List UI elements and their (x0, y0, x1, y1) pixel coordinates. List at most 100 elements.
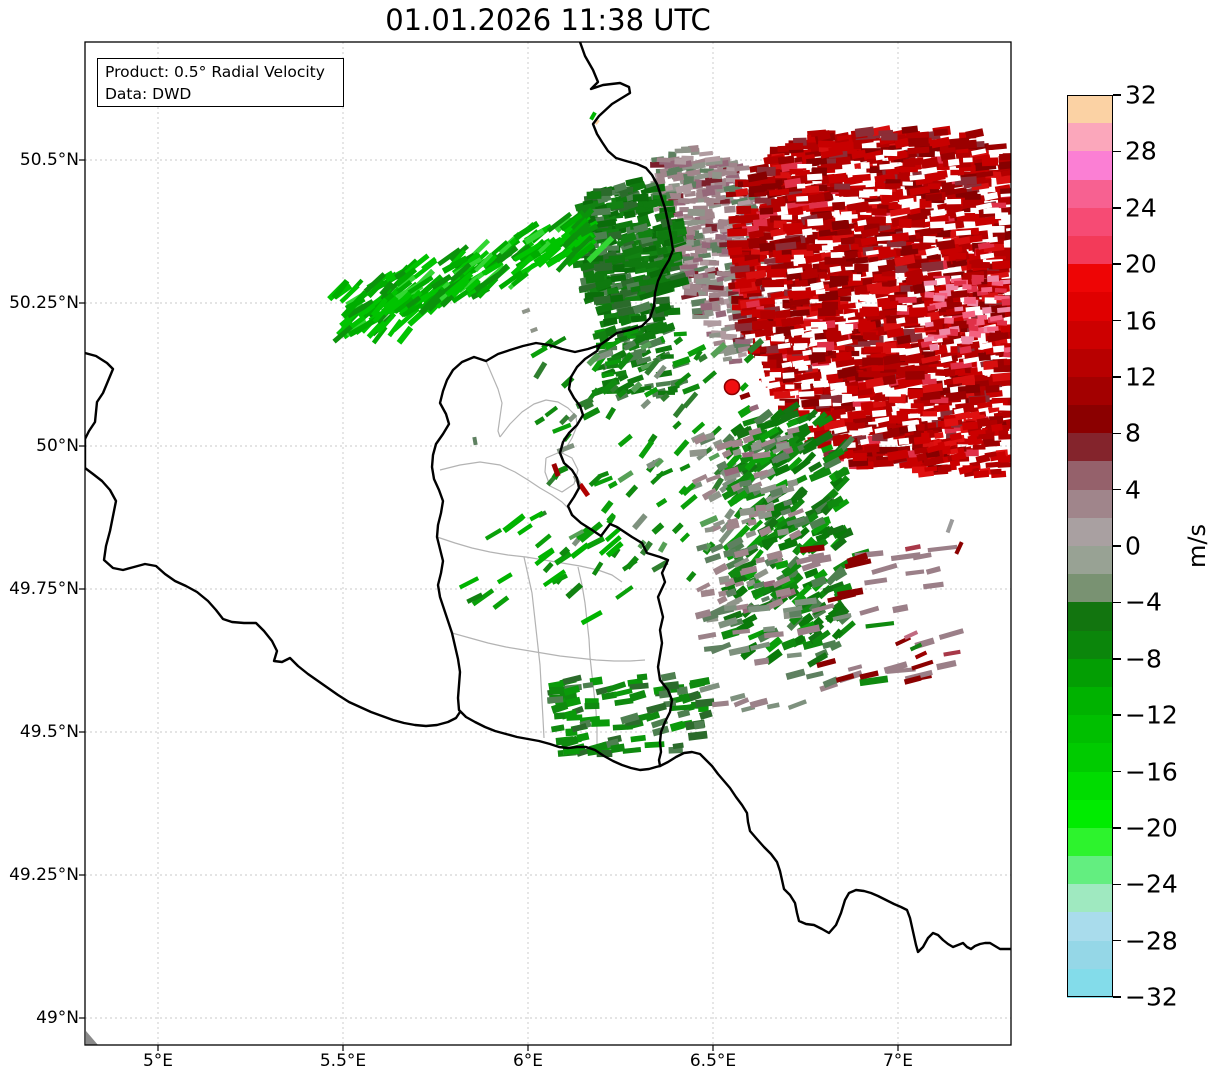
colorbar-segment-24 (1067, 771, 1113, 801)
colorbar-tick-label-12: −16 (1125, 757, 1178, 786)
colorbar-segment-12 (1067, 433, 1113, 462)
colorbar-segment-5 (1067, 235, 1113, 265)
plot-frame (84, 41, 1012, 1046)
colorbar-tick-3 (1113, 263, 1121, 265)
colorbar-tick-label-7: 4 (1125, 475, 1141, 505)
colorbar-tick-label-15: −28 (1125, 926, 1178, 956)
product-label: Product: 0.5° Radial Velocity (105, 63, 325, 81)
colorbar-tick-10 (1113, 658, 1121, 660)
colorbar-segment-0 (1067, 95, 1113, 124)
colorbar-tick-label-4: 16 (1125, 306, 1157, 335)
colorbar-tick-4 (1113, 319, 1121, 322)
x-tick-label-0: 5°E (142, 1051, 174, 1071)
colorbar-segment-7 (1067, 292, 1113, 321)
right-red-cluster (911, 410, 1011, 479)
product-annotation-box: Product: 0.5° Radial Velocity Data: DWD (97, 58, 344, 107)
colorbar-tick-label-13: −20 (1125, 813, 1178, 843)
colorbar-tick-13 (1113, 827, 1121, 829)
gray-tongue (689, 426, 805, 623)
colorbar-tick-label-2: 24 (1125, 193, 1157, 223)
colorbar-segment-17 (1067, 574, 1113, 603)
x-tick-label-2: 6°E (512, 1051, 544, 1071)
colorbar-segment-27 (1067, 856, 1113, 885)
colorbar-segment-6 (1067, 264, 1113, 293)
map-content (85, 42, 1011, 1045)
colorbar-segment-1 (1067, 123, 1113, 152)
axis-ticks (79, 159, 899, 1051)
y-tick-label-5: 49.25°N (9, 865, 79, 885)
colorbar-tick-label-10: −8 (1125, 644, 1162, 674)
colorbar-tick-11 (1113, 714, 1121, 716)
colorbar-segment-11 (1067, 405, 1113, 434)
colorbar-segment-26 (1067, 827, 1113, 857)
corner-wedge (86, 1031, 98, 1045)
colorbar-segment-4 (1067, 207, 1113, 237)
colorbar-segment-22 (1067, 715, 1113, 744)
colorbar-segment-29 (1067, 912, 1113, 942)
colorbar-segment-20 (1067, 658, 1113, 688)
pink-edge (920, 274, 1011, 358)
plot-title: 01.01.2026 11:38 UTC (385, 3, 711, 37)
colorbar-frame (1067, 95, 1113, 997)
colorbar-tick-12 (1113, 770, 1121, 773)
colorbar-tick-label-3: 20 (1125, 249, 1157, 279)
colorbar-segment-8 (1067, 320, 1113, 350)
colorbar-tick-label-16: −32 (1125, 982, 1178, 1012)
x-tick-label-3: 6.5°E (689, 1051, 737, 1071)
x-tick-label-1: 5.5°E (319, 1051, 367, 1071)
colorbar-tick-15 (1113, 939, 1121, 942)
lux-green-marks (458, 510, 634, 626)
colorbar-tick-9 (1113, 601, 1121, 604)
bright-green-band (339, 207, 615, 340)
colorbar-tick-1 (1113, 150, 1121, 153)
colorbar-tick-label-8: 0 (1125, 531, 1141, 561)
colorbar-segment-23 (1067, 743, 1113, 772)
radar-echo-marks (472, 111, 964, 683)
y-tick-label-4: 49.5°N (19, 722, 79, 742)
colorbar-tick-14 (1113, 883, 1121, 886)
colorbar-tick-16 (1113, 996, 1121, 998)
y-tick-label-1: 50.25°N (9, 293, 79, 313)
colorbar-segment-28 (1067, 884, 1113, 913)
colorbar-tick-0 (1113, 94, 1121, 96)
bottom-border-green (547, 671, 715, 758)
colorbar-tick-5 (1113, 376, 1121, 378)
colorbar-segment-13 (1067, 461, 1113, 491)
colorbar-tick-8 (1113, 545, 1121, 547)
colorbar-tick-label-6: 8 (1125, 418, 1141, 448)
colorbar-segment-21 (1067, 686, 1113, 716)
colorbar-tick-label-11: −12 (1125, 700, 1178, 730)
x-tick-label-4: 7°E (882, 1051, 914, 1071)
canton-borders (436, 360, 646, 746)
colorbar-segment-19 (1067, 630, 1113, 660)
colorbar-tick-label-5: 12 (1125, 362, 1157, 392)
colorbar-segment-14 (1067, 489, 1113, 519)
colorbar-segment-30 (1067, 940, 1113, 970)
data-source-label: Data: DWD (105, 85, 192, 103)
colorbar-segment-31 (1067, 968, 1113, 998)
colorbar-tick-6 (1113, 432, 1121, 435)
colorbar-segment-10 (1067, 376, 1113, 406)
colorbar-segment-16 (1067, 546, 1113, 575)
colorbar-tick-7 (1113, 488, 1121, 491)
y-tick-label-6: 49°N (36, 1008, 79, 1028)
colorbar-unit-label: m/s (1183, 524, 1211, 568)
colorbar-segment-25 (1067, 799, 1113, 829)
y-tick-label-0: 50.5°N (19, 150, 79, 170)
colorbar-tick-2 (1113, 207, 1121, 209)
south-gray-scatter (694, 597, 852, 713)
colorbar-segment-15 (1067, 517, 1113, 547)
colorbar-tick-label-1: 28 (1125, 136, 1157, 166)
y-tick-label-3: 49.75°N (9, 579, 79, 599)
colorbar-segment-2 (1067, 151, 1113, 181)
colorbar-tick-label-9: −4 (1125, 587, 1162, 617)
radar-site-dot (723, 378, 741, 396)
country-borders (85, 42, 1011, 954)
colorbar-tick-label-14: −24 (1125, 869, 1178, 899)
colorbar-tick-label-0: 32 (1125, 80, 1157, 110)
colorbar-segment-3 (1067, 179, 1113, 209)
y-tick-label-2: 50°N (36, 436, 79, 456)
radar-echo-layer (327, 125, 1011, 758)
